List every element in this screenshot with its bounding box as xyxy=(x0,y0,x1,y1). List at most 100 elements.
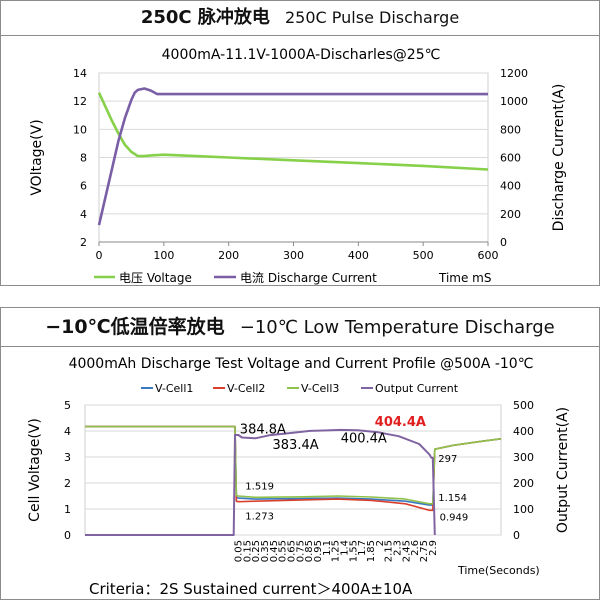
y2-axis-label: Discharge Current(A) xyxy=(551,84,567,232)
legend-label: Output Current xyxy=(375,382,459,395)
legend-label: V-Cell1 xyxy=(155,382,193,395)
x-tick-label: 0.15 xyxy=(242,540,253,562)
chart-grid xyxy=(84,404,502,536)
x-axis-label: Time mS xyxy=(438,271,492,285)
y2-tick-label: 400 xyxy=(500,180,521,193)
y-tick-label: 12 xyxy=(73,95,87,108)
y2-tick-label: 200 xyxy=(500,208,521,221)
y2-tick-label: 300 xyxy=(513,451,534,464)
pulse-discharge-panel: 250C 脉冲放电 250C Pulse Discharge 4000mA-11… xyxy=(0,0,600,286)
chart-series xyxy=(97,87,489,226)
y-tick-label: 4 xyxy=(64,425,71,438)
data-label: 297 xyxy=(438,454,457,465)
y2-tick-label: 1000 xyxy=(500,95,528,108)
y2-tick-label: 400 xyxy=(513,425,534,438)
x-tick-label: 0.45 xyxy=(269,540,280,562)
y-tick-label: 3 xyxy=(64,451,71,464)
x-tick-label: 0.25 xyxy=(251,540,262,562)
x-tick-label: 0.05 xyxy=(233,540,244,562)
x-axis-ticks: 0 100 200 300 400 500 600 xyxy=(96,242,499,262)
chart-legend: V-Cell1 V-Cell2 V-Cell3 Output Current xyxy=(141,382,459,395)
x-tick-label: 1.55 xyxy=(348,540,359,562)
x-tick-label: 500 xyxy=(413,249,434,262)
panel-title-strong: 250C 脉冲放电 xyxy=(140,7,270,28)
legend-label: V-Cell3 xyxy=(301,382,339,395)
x-tick-label: 300 xyxy=(283,249,304,262)
x-tick-label: 1.1 xyxy=(322,540,333,556)
x-tick-label: 2.6 xyxy=(410,540,421,556)
chart-grid xyxy=(98,72,489,243)
y-tick-label: 4 xyxy=(80,208,87,221)
voltage-series-line xyxy=(97,92,489,171)
low-temp-discharge-chart: 4000mAh Discharge Test Voltage and Curre… xyxy=(27,356,571,598)
y2-tick-label: 600 xyxy=(500,152,521,165)
plot-area xyxy=(84,404,502,536)
left-axis-ticks: 0 1 2 3 4 5 xyxy=(64,399,71,542)
x-tick-label: 1.4 xyxy=(340,540,351,556)
panel-title-light: 250C Pulse Discharge xyxy=(285,8,460,27)
x-tick-label: 0.85 xyxy=(304,540,315,562)
x-tick-label: 1.25 xyxy=(331,540,342,562)
y-tick-label: 14 xyxy=(73,67,87,80)
data-label: 1.519 xyxy=(245,482,274,493)
current-series-line xyxy=(97,87,488,226)
y-tick-label: 2 xyxy=(80,236,87,249)
criteria-footnote: Criteria：2S Sustained current＞400A±10A xyxy=(89,580,413,598)
left-axis-ticks: 2 4 6 8 10 12 14 xyxy=(73,67,87,249)
x-tick-label: 2.45 xyxy=(401,540,412,562)
y-tick-label: 0 xyxy=(64,529,71,542)
x-tick-label: 2.3 xyxy=(393,540,404,556)
data-label: 400.4A xyxy=(341,432,387,447)
chart-title: 4000mA-11.1V-1000A-Discharles@25℃ xyxy=(162,47,441,63)
y-tick-label: 1 xyxy=(64,503,71,516)
legend-label: V-Cell2 xyxy=(227,382,265,395)
y2-axis-label: Output Current(A) xyxy=(555,407,571,533)
x-tick-label: 0 xyxy=(96,249,103,262)
y-tick-label: 8 xyxy=(80,152,87,165)
y2-tick-label: 800 xyxy=(500,123,521,136)
y-tick-label: 10 xyxy=(73,123,87,136)
chart-series xyxy=(85,425,502,536)
panel-title-light: −10℃ Low Temperature Discharge xyxy=(239,317,555,338)
data-label: 384.8A xyxy=(240,423,286,438)
pulse-discharge-chart: 4000mA-11.1V-1000A-Discharles@25℃ 2 4 6 8 10… xyxy=(29,47,567,285)
cell3-series-line xyxy=(85,425,502,505)
x-tick-label: 2 xyxy=(375,540,386,546)
x-tick-label: 0.65 xyxy=(287,540,298,562)
y2-tick-label: 500 xyxy=(513,399,534,412)
right-axis-ticks: 0 200 400 600 800 1000 1200 xyxy=(500,67,528,249)
x-tick-label: 100 xyxy=(153,249,174,262)
y-axis-label: VOltage(V) xyxy=(29,119,45,195)
x-tick-label: 0.95 xyxy=(313,540,324,562)
y2-tick-label: 0 xyxy=(500,236,507,249)
x-tick-label: 2.75 xyxy=(419,540,430,562)
panel-title-strong: −10℃低温倍率放电 xyxy=(45,316,225,338)
legend-label-current: 电流 Discharge Current xyxy=(240,271,377,285)
x-tick-label: 400 xyxy=(348,249,369,262)
x-tick-label: 2.15 xyxy=(384,540,395,562)
panel-title-bar: −10℃低温倍率放电 −10℃ Low Temperature Discharg… xyxy=(1,308,599,347)
x-tick-label: 0.35 xyxy=(260,540,271,562)
x-tick-label: 0.75 xyxy=(295,540,306,562)
y-tick-label: 5 xyxy=(64,399,71,412)
x-axis-label: Time(Seconds) xyxy=(457,564,540,577)
output-current-series-line xyxy=(85,428,436,536)
data-label: 383.4A xyxy=(273,438,319,453)
y2-tick-label: 100 xyxy=(513,503,534,516)
data-label: 1.154 xyxy=(438,493,467,504)
x-axis-ticks: 0.050.150.250.350.450.550.650.750.850.95… xyxy=(233,540,438,562)
y2-tick-label: 0 xyxy=(513,529,520,542)
x-tick-label: 1.7 xyxy=(357,540,368,556)
x-tick-label: 1.85 xyxy=(366,540,377,562)
y-tick-label: 6 xyxy=(80,180,87,193)
y-axis-label: Cell Voltage(V) xyxy=(27,418,43,522)
chart-title: 4000mAh Discharge Test Voltage and Curre… xyxy=(69,356,534,372)
data-label: 404.4A xyxy=(375,415,426,430)
data-label: 0.949 xyxy=(440,513,469,524)
chart-legend: 电压 Voltage 电流 Discharge Current Time mS xyxy=(94,271,492,285)
x-tick-label: 0.55 xyxy=(278,540,289,562)
y2-tick-label: 200 xyxy=(513,477,534,490)
right-axis-ticks: 0 100 200 300 400 500 xyxy=(513,399,534,542)
data-label: 1.273 xyxy=(245,511,274,522)
